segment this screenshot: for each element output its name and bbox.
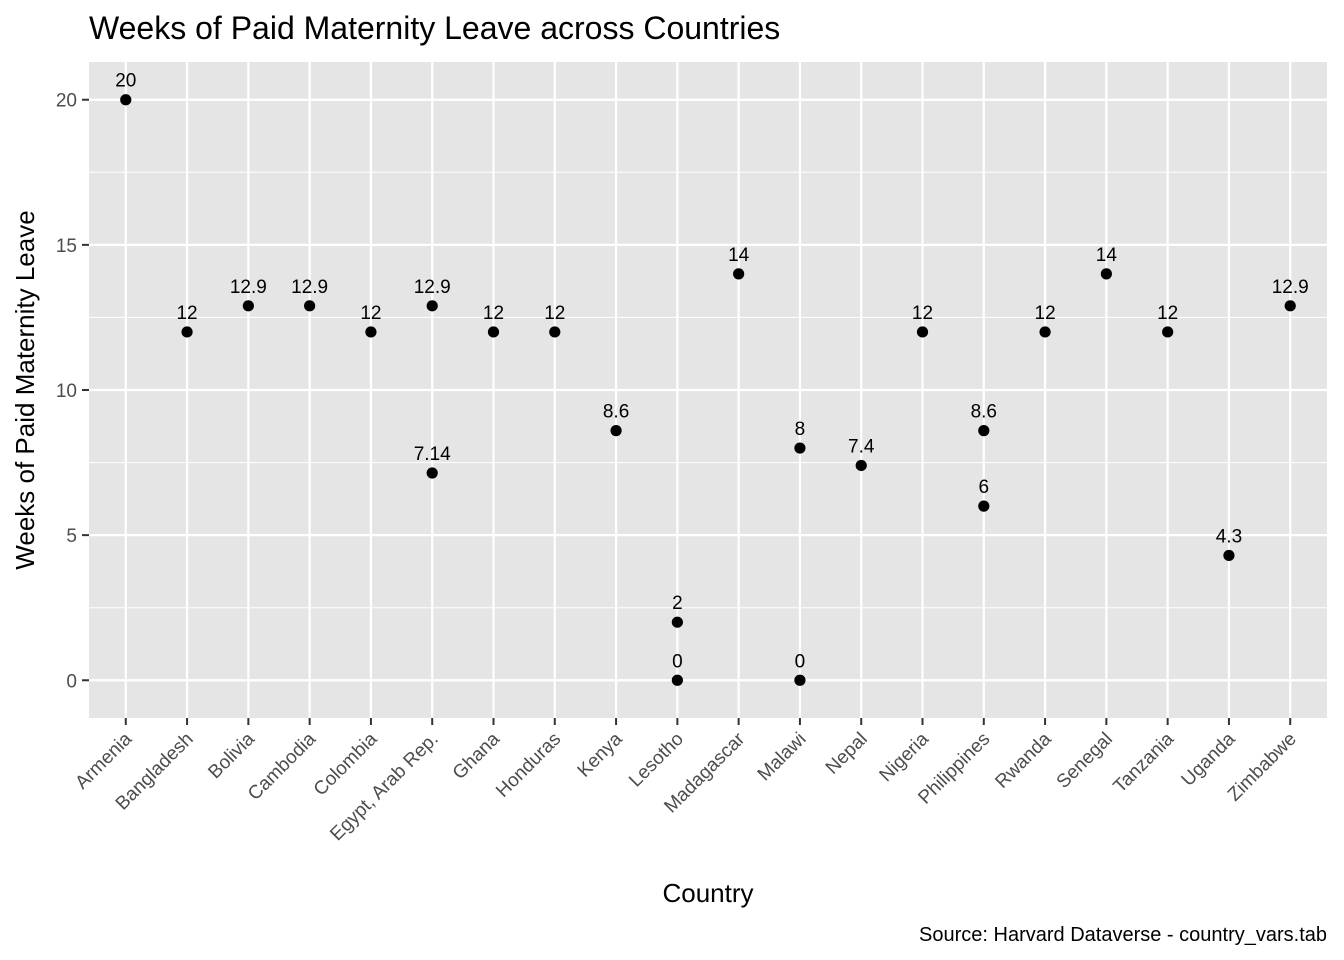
y-tick-label: 0 xyxy=(66,671,77,692)
x-tick-label: Lesotho xyxy=(625,729,688,792)
data-point xyxy=(1162,326,1174,338)
data-point xyxy=(549,326,561,338)
data-label: 12.9 xyxy=(230,277,267,298)
x-tick-label: Kenya xyxy=(574,728,627,781)
data-label: 6 xyxy=(979,477,990,498)
data-label: 12 xyxy=(483,303,504,324)
y-axis-title: Weeks of Paid Maternity Leave xyxy=(10,210,40,569)
data-label: 0 xyxy=(672,651,683,672)
data-point xyxy=(1284,300,1296,312)
data-label: 14 xyxy=(1096,245,1118,266)
data-label: 12 xyxy=(912,303,933,324)
data-point xyxy=(426,300,438,312)
data-point xyxy=(1100,268,1112,280)
data-point xyxy=(242,300,254,312)
x-tick-label: Uganda xyxy=(1178,728,1240,790)
data-label: 12.9 xyxy=(291,277,328,298)
data-point xyxy=(733,268,745,280)
data-label: 20 xyxy=(115,71,136,92)
data-point xyxy=(610,425,622,437)
x-tick-label: Malawi xyxy=(754,729,811,786)
data-point xyxy=(978,425,990,437)
x-tick-label: Honduras xyxy=(492,729,565,802)
x-tick-label: Bolivia xyxy=(204,728,259,783)
data-label: 12 xyxy=(544,303,565,324)
data-point xyxy=(365,326,377,338)
data-point xyxy=(120,94,132,106)
data-point xyxy=(794,442,806,454)
x-tick-label: Senegal xyxy=(1053,729,1117,793)
data-label: 8.6 xyxy=(603,402,629,423)
x-tick-label: Rwanda xyxy=(991,728,1055,792)
x-tick-label: Nepal xyxy=(822,729,872,779)
chart-title: Weeks of Paid Maternity Leave across Cou… xyxy=(89,10,780,46)
data-point xyxy=(671,674,683,686)
data-points xyxy=(120,94,1296,686)
y-tick-label: 5 xyxy=(66,526,77,547)
data-point xyxy=(855,459,867,472)
data-point xyxy=(671,616,683,628)
data-label: 12 xyxy=(176,303,197,324)
data-label: 12 xyxy=(1035,303,1056,324)
data-point xyxy=(487,326,500,338)
data-label: 4.3 xyxy=(1216,526,1242,547)
data-label: 12 xyxy=(1157,303,1178,324)
chart-caption: Source: Harvard Dataverse - country_vars… xyxy=(919,924,1327,946)
gridlines xyxy=(89,62,1327,718)
data-point xyxy=(916,326,929,338)
x-tick-label: Egypt, Arab Rep. xyxy=(326,729,442,845)
y-tick-label: 10 xyxy=(56,381,77,402)
data-label: 7.14 xyxy=(414,444,451,465)
data-point xyxy=(181,326,193,338)
data-point xyxy=(978,500,990,512)
data-label: 14 xyxy=(728,245,750,266)
data-point xyxy=(1223,549,1235,562)
x-tick-label: Nigeria xyxy=(876,728,934,786)
y-tick-label: 20 xyxy=(56,91,77,112)
y-tick-label: 15 xyxy=(56,236,77,257)
data-point xyxy=(1039,326,1051,338)
x-tick-label: Tanzania xyxy=(1110,728,1179,797)
x-axis-title: Country xyxy=(662,878,753,908)
data-label: 12 xyxy=(360,303,381,324)
x-tick-label: Cambodia xyxy=(244,728,320,804)
data-label: 8.6 xyxy=(971,402,997,423)
y-axis: 0 5 10 15 20 xyxy=(56,91,89,692)
data-label: 8 xyxy=(795,419,806,440)
data-point xyxy=(794,674,806,686)
data-point xyxy=(426,467,438,479)
data-label: 7.4 xyxy=(848,436,875,457)
data-label: 0 xyxy=(795,651,806,672)
data-label: 12.9 xyxy=(1272,277,1309,298)
data-label: 12.9 xyxy=(414,277,451,298)
data-label: 2 xyxy=(672,593,683,614)
x-tick-label: Ghana xyxy=(449,728,504,783)
data-point xyxy=(304,300,316,312)
